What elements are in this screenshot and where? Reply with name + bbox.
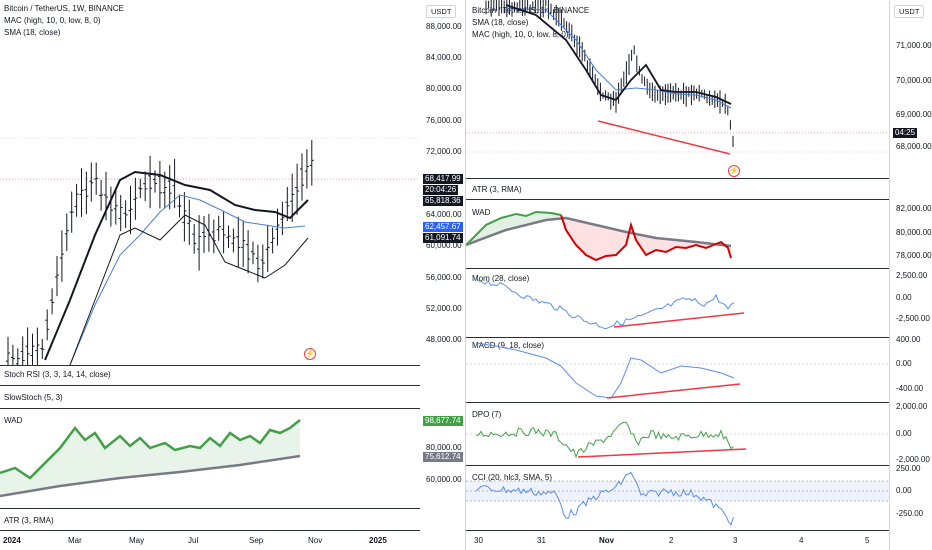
right-chart-title: Bitcoin / TetherUS, 1h, BINANCE (472, 6, 590, 15)
left-time-tick: 2024 (3, 536, 21, 545)
right-time-tick: 5 (865, 536, 870, 545)
right-indicator-mac[interactable]: MAC (high, 10, 0, low, 8, 0) (472, 30, 569, 39)
right-mom-tick: -2,500.00 (896, 314, 930, 323)
left-price-tick: 72,000.00 (426, 147, 462, 156)
left-price-plot (0, 137, 420, 366)
right-dpo-tick: 2,000.00 (896, 402, 928, 411)
left-indicator-sma[interactable]: SMA (18, close) (4, 28, 61, 37)
right-mom-tick: 0.00 (896, 293, 912, 302)
right-countdown-badge: 04:25 (893, 128, 918, 138)
left-price-tick: 60,000.00 (426, 241, 462, 250)
right-wad-tick: 82,000.00 (896, 204, 932, 213)
right-wad-tick: 78,000.00 (896, 251, 932, 260)
left-price-tick: 84,000.00 (426, 53, 462, 62)
left-price-tick: 88,000.00 (426, 22, 462, 31)
right-cci-plot (466, 471, 889, 526)
right-macd-tick: -400.00 (896, 384, 924, 393)
right-wad-tick: 80,000.00 (896, 228, 932, 237)
left-price-tick: 64,000.00 (426, 210, 462, 219)
right-cci-tick: 0.00 (896, 486, 912, 495)
left-indicator-mac[interactable]: MAC (high, 10, 0, low, 8, 0) (4, 16, 101, 25)
right-event-icon[interactable]: ⚡ (728, 165, 740, 177)
left-price-tick: 80,000.00 (426, 84, 462, 93)
right-dpo-tick: 0.00 (896, 429, 912, 438)
left-price-tick: 76,000.00 (426, 116, 462, 125)
right-time-axis[interactable]: 30 31 Nov 2 3 4 5 (466, 531, 889, 550)
left-currency-button[interactable]: USDT (426, 5, 457, 18)
left-time-tick: Jul (188, 536, 199, 545)
left-event-icon[interactable]: ⚡ (304, 348, 316, 360)
left-chart[interactable]: Bitcoin / TetherUS, 1W, BINANCE MAC (hig… (0, 0, 420, 550)
left-wad-tick: 80,000.00 (426, 443, 462, 452)
left-time-tick: Sep (249, 536, 264, 545)
right-pane-macd[interactable]: MACD (9, 18, close) (472, 341, 545, 350)
right-time-tick: 3 (733, 536, 738, 545)
right-pane-atr[interactable]: ATR (3, RMA) (472, 185, 522, 194)
right-wad-plot (466, 210, 732, 262)
left-wad-tick: 60,000.00 (426, 475, 462, 484)
right-dpo-tick: -2,000.00 (896, 455, 930, 464)
left-sma-badge: 62,457.67 (423, 222, 463, 232)
right-price-tick: 70,000.00 (896, 76, 932, 85)
right-price-plot (466, 0, 889, 155)
right-dpo-plot (466, 421, 889, 459)
left-wad-base-badge: 75,612.74 (423, 452, 463, 462)
left-mac-upper-badge: 65,818.36 (423, 196, 463, 206)
right-cci-tick: -250.00 (896, 509, 924, 518)
right-time-tick: Nov (599, 536, 615, 545)
right-chart[interactable]: Bitcoin / TetherUS, 1h, BINANCE SMA (18,… (466, 0, 889, 550)
left-price-tick: 56,000.00 (426, 273, 462, 282)
right-time-tick: 30 (474, 536, 483, 545)
right-macd-tick: 400.00 (896, 335, 921, 344)
right-cci-tick: 250.00 (896, 464, 921, 473)
right-macd-plot (466, 342, 889, 399)
left-last-price-badge: 68,417.99 (423, 174, 463, 184)
left-wad-badge: 98,677.74 (423, 416, 463, 426)
right-pane-mom[interactable]: Mom (28, close) (472, 274, 530, 283)
right-macd-tick: 0.00 (896, 359, 912, 368)
left-pane-stochrsi[interactable]: Stoch RSI (3, 3, 14, 14, close) (4, 370, 111, 379)
right-pane-cci[interactable]: CCI (20, hlc3, SMA, 5) (472, 473, 553, 482)
left-countdown-badge: 20:04:26 (423, 185, 459, 195)
left-wad-plot (0, 419, 301, 498)
right-price-tick: 69,000.00 (896, 110, 932, 119)
left-pane-wad[interactable]: WAD (4, 416, 23, 425)
left-time-tick: May (129, 536, 145, 545)
left-price-tick: 52,000.00 (426, 304, 462, 313)
right-time-tick: 2 (669, 536, 674, 545)
right-price-tick: 68,000.00 (896, 142, 932, 151)
left-mac-lower-badge: 61,091.74 (423, 233, 463, 243)
left-pane-slowstoch[interactable]: SlowStoch (5, 3) (4, 393, 63, 402)
right-mom-tick: 2,500.00 (896, 271, 928, 280)
right-price-tick: 71,000.00 (896, 41, 932, 50)
right-price-axis[interactable]: USDT 71,000.00 70,000.00 69,000.00 04:25… (890, 0, 932, 550)
right-time-tick: 4 (799, 536, 804, 545)
right-mom-plot (475, 278, 745, 330)
right-indicator-sma[interactable]: SMA (18, close) (472, 18, 529, 27)
left-time-tick: Nov (308, 536, 323, 545)
left-time-tick: 2025 (369, 536, 387, 545)
left-pane-atr[interactable]: ATR (3, RMA) (4, 516, 54, 525)
left-chart-title: Bitcoin / TetherUS, 1W, BINANCE (4, 4, 124, 13)
left-time-tick: Mar (68, 536, 82, 545)
left-price-tick: 48,000.00 (426, 335, 462, 344)
left-price-axis[interactable]: USDT 88,000.00 84,000.00 80,000.00 76,00… (420, 0, 465, 550)
left-time-axis[interactable]: 2024 Mar May Jul Sep Nov 2025 (0, 531, 420, 550)
right-pane-wad[interactable]: WAD (472, 208, 491, 217)
right-time-tick: 31 (537, 536, 546, 545)
right-pane-dpo[interactable]: DPO (7) (472, 410, 502, 419)
right-currency-button[interactable]: USDT (894, 5, 925, 18)
